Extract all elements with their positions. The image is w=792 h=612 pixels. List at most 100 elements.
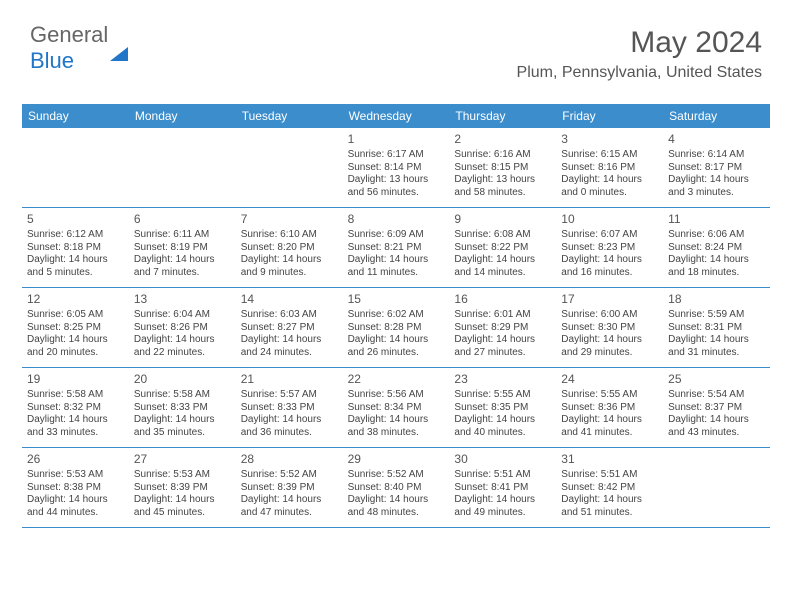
sunrise-text: Sunrise: 6:06 AM bbox=[668, 229, 765, 242]
daylight-text: Daylight: 14 hours and 51 minutes. bbox=[561, 494, 658, 519]
header: May 2024 Plum, Pennsylvania, United Stat… bbox=[517, 26, 762, 82]
sunset-text: Sunset: 8:24 PM bbox=[668, 242, 765, 255]
day-cell: 23Sunrise: 5:55 AMSunset: 8:35 PMDayligh… bbox=[449, 368, 556, 447]
daylight-text: Daylight: 14 hours and 18 minutes. bbox=[668, 254, 765, 279]
sunrise-text: Sunrise: 5:53 AM bbox=[27, 469, 124, 482]
day-number: 25 bbox=[668, 372, 765, 387]
sunset-text: Sunset: 8:17 PM bbox=[668, 162, 765, 175]
sunrise-text: Sunrise: 5:59 AM bbox=[668, 309, 765, 322]
logo-text-blue: Blue bbox=[30, 48, 74, 73]
sunrise-text: Sunrise: 6:12 AM bbox=[27, 229, 124, 242]
daylight-text: Daylight: 14 hours and 36 minutes. bbox=[241, 414, 338, 439]
day-cell: 10Sunrise: 6:07 AMSunset: 8:23 PMDayligh… bbox=[556, 208, 663, 287]
day-cell: 24Sunrise: 5:55 AMSunset: 8:36 PMDayligh… bbox=[556, 368, 663, 447]
daylight-text: Daylight: 14 hours and 24 minutes. bbox=[241, 334, 338, 359]
daylight-text: Daylight: 14 hours and 22 minutes. bbox=[134, 334, 231, 359]
daylight-text: Daylight: 13 hours and 58 minutes. bbox=[454, 174, 551, 199]
sunset-text: Sunset: 8:41 PM bbox=[454, 482, 551, 495]
day-cell: 9Sunrise: 6:08 AMSunset: 8:22 PMDaylight… bbox=[449, 208, 556, 287]
daylight-text: Daylight: 14 hours and 31 minutes. bbox=[668, 334, 765, 359]
day-number: 14 bbox=[241, 292, 338, 307]
sunset-text: Sunset: 8:25 PM bbox=[27, 322, 124, 335]
day-cell: 20Sunrise: 5:58 AMSunset: 8:33 PMDayligh… bbox=[129, 368, 236, 447]
sunset-text: Sunset: 8:37 PM bbox=[668, 402, 765, 415]
day-number: 30 bbox=[454, 452, 551, 467]
daylight-text: Daylight: 14 hours and 40 minutes. bbox=[454, 414, 551, 439]
day-cell: 22 Sunrise: 5:56 AMSunset: 8:34 PMDayligh… bbox=[343, 368, 450, 447]
dayheader-cell: Monday bbox=[129, 104, 236, 128]
sunrise-text: Sunrise: 5:51 AM bbox=[561, 469, 658, 482]
sunrise-text: Sunrise: 6:09 AM bbox=[348, 229, 445, 242]
sunset-text: Sunset: 8:26 PM bbox=[134, 322, 231, 335]
location-text: Plum, Pennsylvania, United States bbox=[517, 64, 762, 82]
day-number: 28 bbox=[241, 452, 338, 467]
sunset-text: Sunset: 8:16 PM bbox=[561, 162, 658, 175]
logo-triangle-icon bbox=[110, 22, 128, 61]
sunset-text: Sunset: 8:32 PM bbox=[27, 402, 124, 415]
day-cell: 19Sunrise: 5:58 AMSunset: 8:32 PMDayligh… bbox=[22, 368, 129, 447]
daylight-text: Daylight: 14 hours and 44 minutes. bbox=[27, 494, 124, 519]
day-cell: 3Sunrise: 6:15 AMSunset: 8:16 PMDaylight… bbox=[556, 128, 663, 207]
sunset-text: Sunset: 8:18 PM bbox=[27, 242, 124, 255]
sunrise-text: Sunrise: 6:15 AM bbox=[561, 149, 658, 162]
day-number: 3 bbox=[561, 132, 658, 147]
day-cell: 14Sunrise: 6:03 AMSunset: 8:27 PMDayligh… bbox=[236, 288, 343, 367]
day-cell: 29Sunrise: 5:52 AMSunset: 8:40 PMDayligh… bbox=[343, 448, 450, 527]
daylight-text: Daylight: 14 hours and 27 minutes. bbox=[454, 334, 551, 359]
sunrise-text: Sunrise: 5:52 AM bbox=[241, 469, 338, 482]
sunrise-text: Sunrise: 6:08 AM bbox=[454, 229, 551, 242]
day-number: 12 bbox=[27, 292, 124, 307]
sunrise-text: Sunrise: 6:10 AM bbox=[241, 229, 338, 242]
dayheader-cell: Friday bbox=[556, 104, 663, 128]
day-cell: 4Sunrise: 6:14 AMSunset: 8:17 PMDaylight… bbox=[663, 128, 770, 207]
sunrise-text: Sunrise: 6:02 AM bbox=[348, 309, 445, 322]
sunrise-text: Sunrise: 6:01 AM bbox=[454, 309, 551, 322]
day-cell: 8Sunrise: 6:09 AMSunset: 8:21 PMDaylight… bbox=[343, 208, 450, 287]
sunrise-text: Sunrise: 6:00 AM bbox=[561, 309, 658, 322]
daylight-text: Daylight: 14 hours and 5 minutes. bbox=[27, 254, 124, 279]
week-row: 26Sunrise: 5:53 AMSunset: 8:38 PMDayligh… bbox=[22, 448, 770, 528]
day-cell: 31 Sunrise: 5:51 AMSunset: 8:42 PMDayligh… bbox=[556, 448, 663, 527]
day-number: 16 bbox=[454, 292, 551, 307]
day-number: 11 bbox=[668, 212, 765, 227]
daylight-text: Daylight: 14 hours and 47 minutes. bbox=[241, 494, 338, 519]
sunset-text: Sunset: 8:28 PM bbox=[348, 322, 445, 335]
sunrise-text: Sunrise: 6:16 AM bbox=[454, 149, 551, 162]
daylight-text: Daylight: 14 hours and 38 minutes. bbox=[348, 414, 445, 439]
sunset-text: Sunset: 8:15 PM bbox=[454, 162, 551, 175]
day-number: 6 bbox=[134, 212, 231, 227]
dayheader-cell: Thursday bbox=[449, 104, 556, 128]
day-number: 17 bbox=[561, 292, 658, 307]
day-number: 10 bbox=[561, 212, 658, 227]
day-cell: 11 Sunrise: 6:06 AMSunset: 8:24 PMDayligh… bbox=[663, 208, 770, 287]
day-number: 29 bbox=[348, 452, 445, 467]
day-number: 15 bbox=[348, 292, 445, 307]
month-title: May 2024 bbox=[517, 26, 762, 60]
daylight-text: Daylight: 14 hours and 9 minutes. bbox=[241, 254, 338, 279]
day-number: 13 bbox=[134, 292, 231, 307]
day-cell: 1Sunrise: 6:17 AMSunset: 8:14 PMDaylight… bbox=[343, 128, 450, 207]
sunrise-text: Sunrise: 5:52 AM bbox=[348, 469, 445, 482]
sunrise-text: Sunrise: 5:54 AM bbox=[668, 389, 765, 402]
day-number: 26 bbox=[27, 452, 124, 467]
day-number: 2 bbox=[454, 132, 551, 147]
sunset-text: Sunset: 8:34 PM bbox=[348, 402, 445, 415]
dayheader-cell: Wednesday bbox=[343, 104, 450, 128]
calendar: SundayMondayTuesdayWednesdayThursdayFrid… bbox=[22, 104, 770, 528]
sunrise-text: Sunrise: 5:55 AM bbox=[561, 389, 658, 402]
day-number: 22 bbox=[348, 372, 445, 387]
day-cell: 26Sunrise: 5:53 AMSunset: 8:38 PMDayligh… bbox=[22, 448, 129, 527]
sunrise-text: Sunrise: 5:56 AM bbox=[348, 389, 445, 402]
sunset-text: Sunset: 8:40 PM bbox=[348, 482, 445, 495]
day-cell: 12Sunrise: 6:05 AMSunset: 8:25 PMDayligh… bbox=[22, 288, 129, 367]
sunset-text: Sunset: 8:39 PM bbox=[241, 482, 338, 495]
day-number: 9 bbox=[454, 212, 551, 227]
sunrise-text: Sunrise: 6:17 AM bbox=[348, 149, 445, 162]
calendar-header-row: SundayMondayTuesdayWednesdayThursdayFrid… bbox=[22, 104, 770, 128]
day-cell bbox=[22, 128, 129, 207]
day-number: 31 bbox=[561, 452, 658, 467]
day-cell bbox=[663, 448, 770, 527]
day-number: 23 bbox=[454, 372, 551, 387]
sunset-text: Sunset: 8:42 PM bbox=[561, 482, 658, 495]
day-cell: 28 Sunrise: 5:52 AMSunset: 8:39 PMDayligh… bbox=[236, 448, 343, 527]
